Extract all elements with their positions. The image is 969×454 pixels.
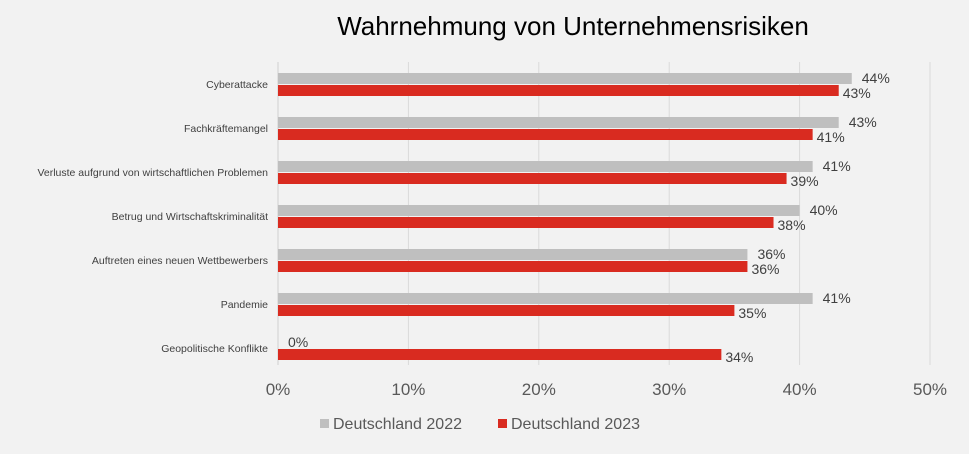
x-tick-label: 10% xyxy=(391,380,425,399)
x-tick-label: 20% xyxy=(522,380,556,399)
data-label: 41% xyxy=(823,158,851,174)
category-label: Auftreten eines neuen Wettbewerbers xyxy=(92,255,268,267)
bar-2022 xyxy=(278,293,813,304)
x-tick-label: 30% xyxy=(652,380,686,399)
data-label: 44% xyxy=(862,70,890,86)
category-label: Fachkräftemangel xyxy=(184,123,268,135)
bar-2023 xyxy=(278,129,813,140)
category-label: Pandemie xyxy=(221,299,268,311)
legend-label: Deutschland 2022 xyxy=(333,416,462,433)
legend-swatch xyxy=(498,419,507,428)
category-label: Geopolitische Konflikte xyxy=(161,343,268,355)
chart-title: Wahrnehmung von Unternehmensrisiken xyxy=(337,11,809,41)
x-tick-label: 40% xyxy=(783,380,817,399)
category-label: Cyberattacke xyxy=(206,79,268,91)
bar-2023 xyxy=(278,349,722,360)
bar-2023 xyxy=(278,85,839,96)
bar-2023 xyxy=(278,305,735,316)
bar-2022 xyxy=(278,117,839,128)
data-label: 36% xyxy=(751,261,779,277)
bar-2023 xyxy=(278,261,748,272)
data-label: 36% xyxy=(757,246,785,262)
bar-2022 xyxy=(278,205,800,216)
bar-2022 xyxy=(278,161,813,172)
category-label: Verluste aufgrund von wirtschaftlichen P… xyxy=(37,167,268,179)
data-label: 39% xyxy=(791,173,819,189)
bar-2022 xyxy=(278,249,748,260)
bar-2023 xyxy=(278,173,787,184)
data-label: 41% xyxy=(817,129,845,145)
bar-2023 xyxy=(278,217,774,228)
data-label: 34% xyxy=(725,349,753,365)
data-label: 35% xyxy=(738,305,766,321)
data-label: 40% xyxy=(810,202,838,218)
data-label: 43% xyxy=(843,85,871,101)
data-label: 43% xyxy=(849,114,877,130)
data-label: 0% xyxy=(288,334,308,350)
legend-swatch xyxy=(320,419,329,428)
category-label: Betrug und Wirtschaftskriminalität xyxy=(112,211,268,223)
data-label: 38% xyxy=(778,217,806,233)
x-tick-label: 50% xyxy=(913,380,947,399)
bar-2022 xyxy=(278,73,852,84)
data-label: 41% xyxy=(823,290,851,306)
x-tick-label: 0% xyxy=(266,380,291,399)
legend-label: Deutschland 2023 xyxy=(511,416,640,433)
